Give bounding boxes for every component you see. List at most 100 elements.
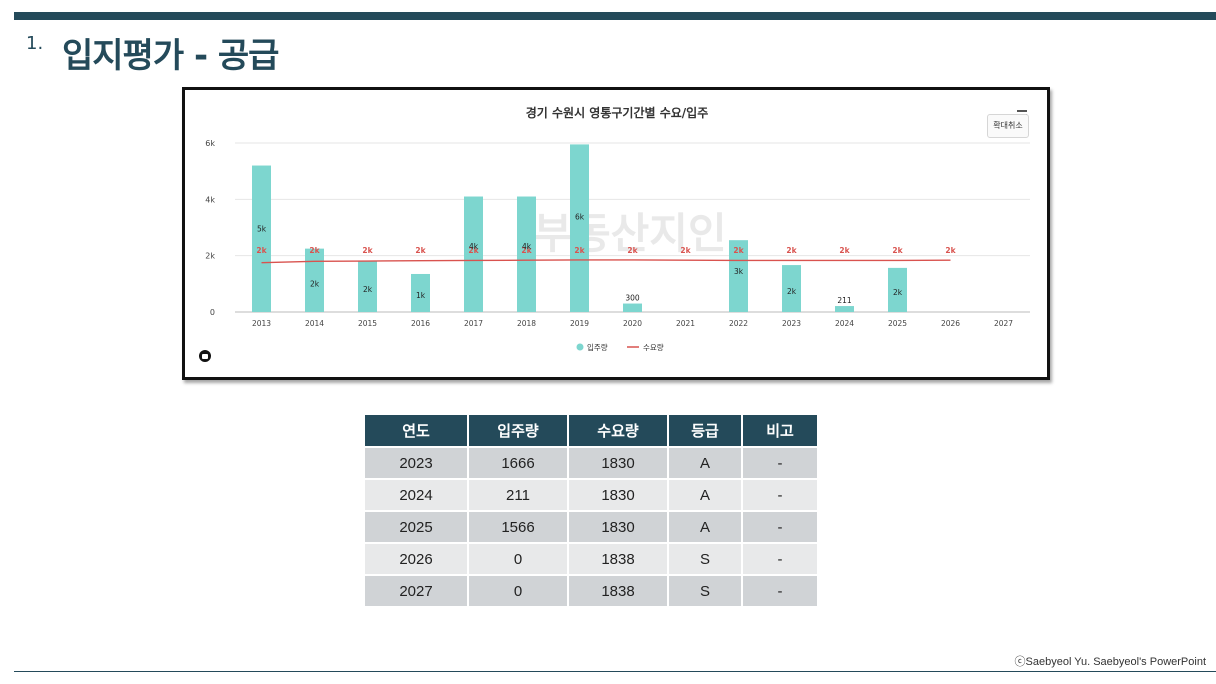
cell-grade: S xyxy=(668,574,743,606)
x-tick-label: 2016 xyxy=(411,319,430,328)
x-tick-label: 2015 xyxy=(358,319,377,328)
supply-data-label: 6k xyxy=(575,212,585,221)
y-tick-label: 2k xyxy=(205,252,215,261)
supply-data-label: 1k xyxy=(416,291,426,300)
cell-supply: 1666 xyxy=(468,446,569,479)
y-tick-label: 4k xyxy=(205,195,215,204)
demand-data-label: 2k xyxy=(415,246,426,255)
zoom-reset-button[interactable]: 확대취소 xyxy=(987,114,1029,138)
bar-supply xyxy=(570,144,589,312)
cell-grade: S xyxy=(668,542,743,575)
slide-title: 입지평가 - 공급 xyxy=(62,36,279,76)
cell-demand: 1838 xyxy=(568,542,669,575)
cell-year: 2024 xyxy=(365,478,469,511)
bar-supply xyxy=(623,303,642,312)
demand-data-label: 2k xyxy=(945,246,956,255)
x-tick-label: 2027 xyxy=(994,319,1013,328)
header-year: 연도 xyxy=(365,415,469,447)
top-accent-bar xyxy=(14,12,1216,20)
x-tick-label: 2020 xyxy=(623,319,642,328)
chart-watermark: 부동산지인 xyxy=(533,209,726,258)
x-tick-label: 2022 xyxy=(729,319,748,328)
supply-data-label: 4k xyxy=(469,242,479,251)
legend-label-demand: 수요량 xyxy=(643,343,664,352)
cell-grade: A xyxy=(668,478,743,511)
cell-supply: 0 xyxy=(468,542,569,575)
cell-note: - xyxy=(742,542,819,575)
x-tick-label: 2025 xyxy=(888,319,907,328)
supply-data-label: 300 xyxy=(625,294,640,303)
x-tick-label: 2018 xyxy=(517,319,536,328)
table-row: 2026 0 1838 S - xyxy=(365,542,819,575)
cell-year: 2023 xyxy=(365,446,469,479)
bar-supply xyxy=(411,273,430,312)
supply-table: 연도 입주량 수요량 등급 비고 2023 1666 1830 A - 2024… xyxy=(365,415,819,606)
table-header-row: 연도 입주량 수요량 등급 비고 xyxy=(365,415,819,447)
supply-data-label: 211 xyxy=(837,296,852,305)
demand-data-label: 2k xyxy=(521,246,532,255)
cell-supply: 1566 xyxy=(468,510,569,543)
home-icon[interactable] xyxy=(199,350,211,362)
supply-data-label: 4k xyxy=(522,242,532,251)
demand-data-label: 2k xyxy=(892,246,903,255)
demand-data-label: 2k xyxy=(786,246,797,255)
y-tick-label: 6k xyxy=(205,139,215,148)
table-row: 2027 0 1838 S - xyxy=(365,574,819,606)
header-grade: 등급 xyxy=(668,415,743,447)
table-row: 2023 1666 1830 A - xyxy=(365,446,819,479)
slide-number: 1. xyxy=(26,33,44,54)
cell-year: 2027 xyxy=(365,574,469,606)
supply-data-label: 5k xyxy=(257,225,267,234)
header-supply: 입주량 xyxy=(468,415,569,447)
supply-data-label: 3k xyxy=(734,267,744,276)
cell-supply: 211 xyxy=(468,478,569,511)
header-demand: 수요량 xyxy=(568,415,669,447)
header-note: 비고 xyxy=(742,415,819,447)
x-tick-label: 2014 xyxy=(305,319,324,328)
table-row: 2025 1566 1830 A - xyxy=(365,510,819,543)
bar-supply xyxy=(517,196,536,312)
line-demand xyxy=(261,259,951,264)
cell-demand: 1838 xyxy=(568,574,669,606)
cell-supply: 0 xyxy=(468,574,569,606)
chart-frame: 경기 수원시 영통구기간별 수요/입주 부동산지인 0 2k 4k 6k 2k 2k 2k 2k 2… xyxy=(182,87,1050,380)
supply-data-label: 2k xyxy=(363,285,373,294)
supply-data-label: 2k xyxy=(893,288,903,297)
demand-data-label: 2k xyxy=(627,246,638,255)
cell-note: - xyxy=(742,510,819,543)
cell-demand: 1830 xyxy=(568,446,669,479)
cell-note: - xyxy=(742,574,819,606)
demand-data-label: 2k xyxy=(574,246,585,255)
cell-demand: 1830 xyxy=(568,478,669,511)
x-tick-label: 2019 xyxy=(570,319,589,328)
cell-grade: A xyxy=(668,446,743,479)
supply-data-label: 2k xyxy=(310,279,320,288)
x-tick-label: 2023 xyxy=(782,319,801,328)
cell-year: 2026 xyxy=(365,542,469,575)
x-tick-label: 2021 xyxy=(676,319,695,328)
x-tick-label: 2017 xyxy=(464,319,483,328)
cell-note: - xyxy=(742,478,819,511)
x-tick-label: 2013 xyxy=(252,319,271,328)
demand-data-label: 2k xyxy=(733,246,744,255)
table-row: 2024 211 1830 A - xyxy=(365,478,819,511)
x-tick-label: 2026 xyxy=(941,319,960,328)
demand-data-label: 2k xyxy=(839,246,850,255)
bar-supply xyxy=(729,240,748,312)
legend-label-supply: 입주량 xyxy=(587,343,608,352)
demand-data-label: 2k xyxy=(468,246,479,255)
bar-supply xyxy=(252,165,271,312)
bar-supply xyxy=(888,267,907,312)
bottom-divider xyxy=(14,671,1216,672)
cell-year: 2025 xyxy=(365,510,469,543)
demand-data-label: 2k xyxy=(256,246,267,255)
bar-supply xyxy=(464,196,483,312)
demand-data-label: 2k xyxy=(680,246,691,255)
supply-data-label: 2k xyxy=(787,287,797,296)
cell-grade: A xyxy=(668,510,743,543)
cell-note: - xyxy=(742,446,819,479)
bar-supply xyxy=(305,248,324,312)
chart-title: 경기 수원시 영통구기간별 수요/입주 xyxy=(526,105,709,120)
y-tick-label: 0 xyxy=(210,308,215,317)
